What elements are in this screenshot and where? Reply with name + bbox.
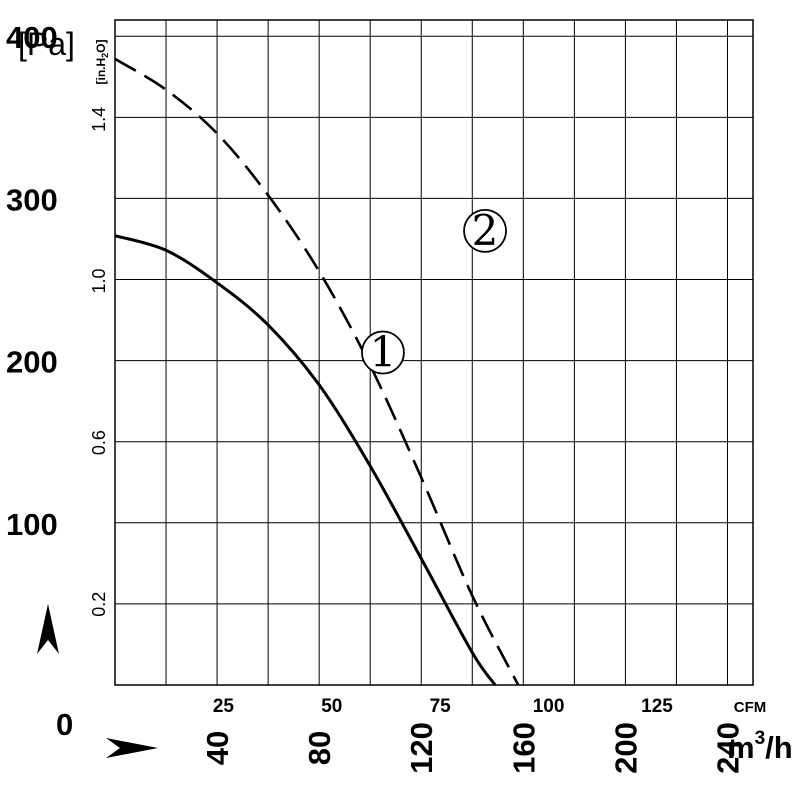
- curve-label-circle: [361, 330, 405, 375]
- y-tick-pa: 200: [6, 345, 58, 380]
- x-tick-m3h: 200: [608, 722, 643, 774]
- curve-2: [114, 57, 520, 686]
- y-tick-inh2o: 0.2: [89, 592, 109, 617]
- y-tick-pa: 400: [6, 20, 58, 55]
- y-unit-pa: [Pa]: [18, 26, 75, 62]
- curve-label-number: 2: [472, 206, 499, 255]
- y-tick-pa: 100: [6, 507, 58, 542]
- x-tick-cfm: 50: [321, 696, 342, 717]
- y-tick-inh2o: 0.6: [89, 430, 109, 455]
- curves: [114, 57, 520, 686]
- x-tick-cfm: 75: [430, 696, 452, 717]
- x-tick-m3h: 240: [711, 722, 746, 774]
- x-tick-cfm: 125: [641, 696, 673, 717]
- curve-label-circle: [463, 208, 507, 253]
- curve-label-2: 2: [463, 206, 507, 255]
- curve-label-number: 1: [370, 328, 397, 377]
- x-tick-m3h: 120: [404, 722, 439, 774]
- grid: [114, 19, 754, 686]
- x-tick-m3h: 40: [200, 731, 235, 765]
- x-tick-cfm: 25: [213, 696, 235, 717]
- x-unit-m3h: m3/h: [727, 728, 793, 765]
- y-tick-pa: 300: [6, 182, 58, 217]
- x-tick-m3h: 160: [506, 722, 541, 774]
- arrow-up-icon: [37, 604, 59, 654]
- curve-label-1: 1: [361, 328, 405, 377]
- axis-labels: 12100200300400[Pa]0.20.61.01.4[in.H2O]25…: [6, 20, 793, 774]
- curve-1: [114, 234, 497, 686]
- x-tick-cfm: 100: [533, 696, 565, 717]
- plot-frame: [114, 19, 754, 686]
- y-unit-inh2o: [in.H2O]: [94, 39, 110, 84]
- x-unit-cfm: CFM: [734, 699, 767, 716]
- arrow-right-icon: [106, 738, 158, 758]
- x-tick-m3h: 80: [302, 731, 337, 765]
- origin-label: 0: [56, 707, 73, 742]
- y-tick-inh2o: 1.4: [89, 107, 109, 132]
- y-tick-inh2o: 1.0: [89, 268, 109, 293]
